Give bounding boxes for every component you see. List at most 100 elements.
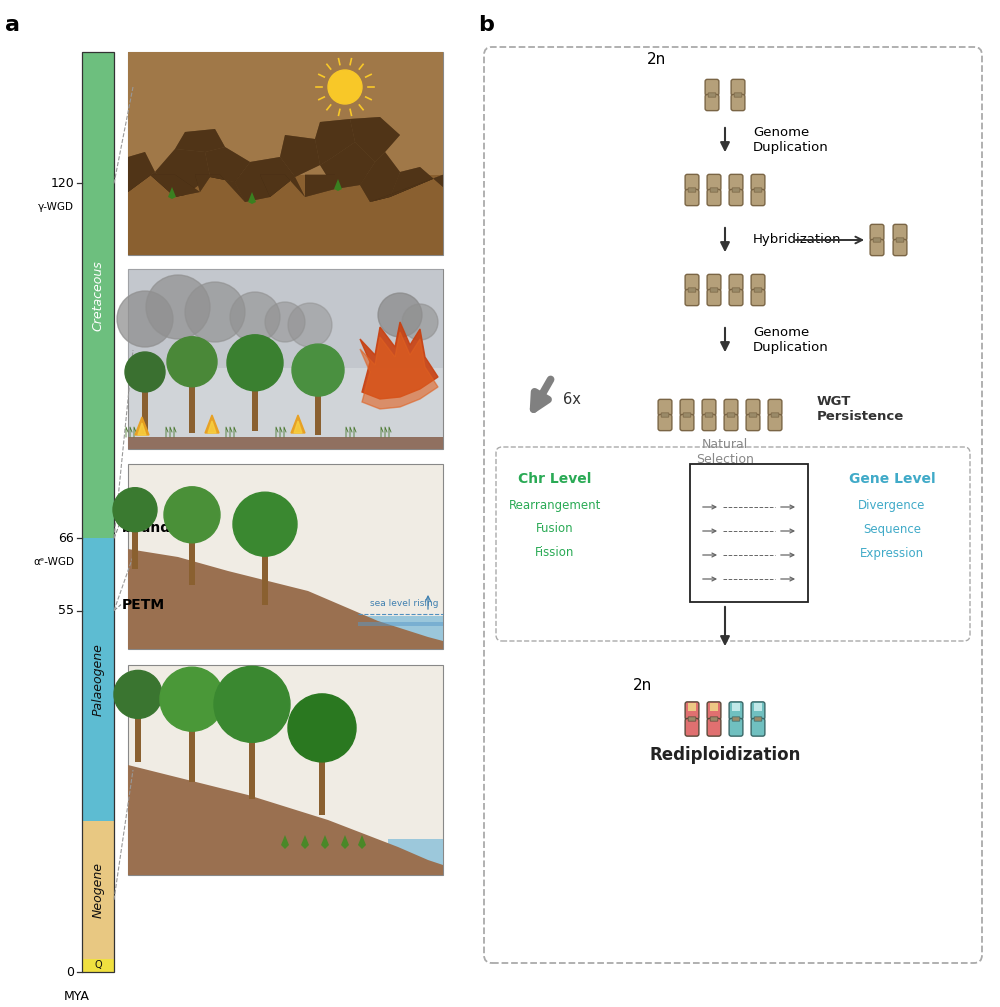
FancyBboxPatch shape [893,225,907,241]
Bar [128,194,443,204]
FancyBboxPatch shape [685,274,699,291]
Circle shape [167,336,217,387]
Text: a: a [5,15,20,35]
FancyBboxPatch shape [702,400,716,416]
Text: 55: 55 [58,604,74,617]
FancyBboxPatch shape [680,415,694,431]
Bar [128,184,443,194]
FancyBboxPatch shape [729,289,743,306]
Bar [688,189,696,190]
FancyBboxPatch shape [707,718,721,736]
Bar [82,52,114,972]
FancyBboxPatch shape [688,288,696,292]
Text: 0: 0 [66,966,74,979]
Bar [262,545,268,605]
FancyBboxPatch shape [729,274,743,291]
FancyBboxPatch shape [751,289,765,306]
Bar [189,533,195,585]
Bar [189,378,195,433]
Bar [128,665,443,875]
Polygon shape [334,179,342,191]
Bar [128,83,443,93]
FancyBboxPatch shape [746,400,760,416]
Polygon shape [280,135,320,177]
Circle shape [292,344,344,396]
FancyBboxPatch shape [658,415,672,431]
Polygon shape [195,175,245,202]
Bar [82,539,114,821]
Text: Rearrangement: Rearrangement [509,498,601,512]
Polygon shape [128,152,155,192]
Bar [128,73,443,83]
Circle shape [402,304,438,340]
Polygon shape [235,157,295,202]
Circle shape [233,492,297,556]
Bar [128,143,443,153]
Bar [128,214,443,225]
FancyBboxPatch shape [707,174,721,190]
FancyBboxPatch shape [658,400,672,416]
Bar [732,189,740,190]
FancyBboxPatch shape [710,188,718,192]
Bar [128,62,443,73]
Text: Rediploidization: Rediploidization [649,746,801,764]
Circle shape [230,292,280,342]
Polygon shape [360,152,400,202]
Bar [249,729,255,799]
Text: 2n: 2n [647,51,667,66]
Polygon shape [360,152,400,202]
Text: 2n: 2n [633,678,653,693]
Polygon shape [301,835,309,849]
Bar [82,821,114,959]
Circle shape [328,70,362,104]
Text: Divergence: Divergence [858,498,926,512]
Bar [128,170,443,255]
Text: Q: Q [94,961,102,971]
Bar [754,718,762,720]
Text: b: b [478,15,494,35]
Polygon shape [205,415,219,433]
Polygon shape [350,117,400,162]
Circle shape [117,291,173,347]
Bar [128,245,443,255]
Polygon shape [138,423,146,435]
Polygon shape [175,129,225,152]
FancyBboxPatch shape [685,718,699,736]
Text: 6x: 6x [563,392,581,407]
FancyBboxPatch shape [751,174,765,190]
Text: PETM: PETM [122,597,165,611]
Circle shape [288,694,356,762]
FancyBboxPatch shape [707,189,721,205]
Bar [128,153,443,164]
Polygon shape [315,119,355,165]
Polygon shape [320,142,375,189]
Polygon shape [358,835,366,849]
Text: 66: 66 [58,532,74,545]
Polygon shape [235,157,295,202]
Polygon shape [150,175,200,197]
Text: Fusion: Fusion [536,523,574,536]
FancyBboxPatch shape [751,274,765,291]
Bar [710,718,718,720]
Bar [710,189,718,190]
Text: Cretaceous: Cretaceous [92,260,104,330]
FancyBboxPatch shape [896,238,904,242]
Bar [754,289,762,291]
Bar [128,103,443,113]
Polygon shape [370,175,443,202]
FancyBboxPatch shape [771,413,779,417]
Polygon shape [205,147,250,182]
FancyBboxPatch shape [732,188,740,192]
Bar [128,93,443,103]
Polygon shape [390,167,443,197]
FancyBboxPatch shape [724,400,738,416]
Polygon shape [281,835,289,849]
Polygon shape [291,415,305,433]
Bar [128,269,443,368]
Polygon shape [360,332,438,409]
FancyBboxPatch shape [873,238,881,242]
Bar [128,225,443,235]
Polygon shape [260,175,305,197]
Circle shape [185,282,245,342]
FancyBboxPatch shape [724,415,738,431]
